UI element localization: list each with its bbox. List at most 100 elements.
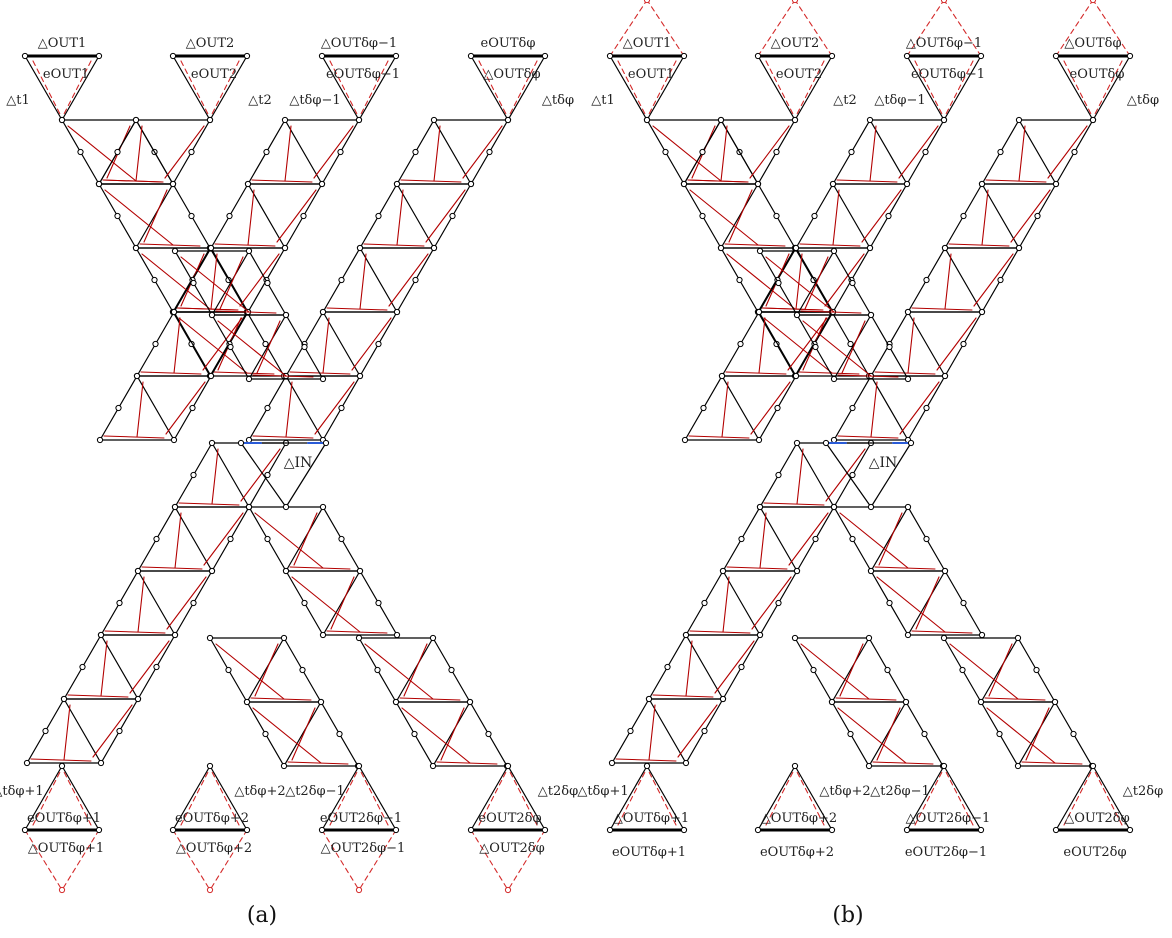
red-path [689,630,751,634]
mesh-edge [825,442,872,508]
vertex [719,695,727,703]
vertex [848,148,855,156]
mesh-edge [209,765,248,831]
dashed-edge [914,60,943,115]
vertex [227,535,234,543]
dashed-edge [358,829,397,891]
dashed-edge [211,60,240,115]
dashed-edge [1094,60,1123,115]
vertex [152,340,159,348]
red-path [359,253,367,310]
vertex [206,116,214,124]
red-path [988,643,1013,697]
vertex [97,631,105,639]
red-path [136,381,144,438]
vertex [775,471,782,479]
dashed-edge [209,829,248,891]
red-path [973,253,1014,307]
gadget-label: △OUTδφ−1 [906,36,982,51]
vertex [282,311,290,319]
red-path [67,125,137,182]
vertex [226,212,233,220]
vertex [755,308,763,316]
mesh-edge [470,765,509,831]
mesh-edge [247,183,286,249]
gadget-label: eOUTδφ+2 [175,811,249,826]
vertex [867,567,875,575]
vertex [243,52,251,60]
vertex [207,372,215,380]
dashed-edge [63,60,92,115]
vertex [264,535,271,543]
caption-b: (b) [832,903,863,928]
red-path [763,502,825,506]
mesh-edge [173,311,212,377]
red-path [219,256,244,310]
red-path [140,371,202,375]
vertex [606,52,614,60]
vertex [263,148,270,156]
vertex [58,886,66,894]
red-path [252,374,314,378]
gadget-label: △t2δφ [538,784,578,799]
gadget-label: △OUTδφ−1 [321,36,397,51]
vertex [996,730,1003,738]
mesh-edge [211,250,250,316]
vertex [170,308,178,316]
mesh-edge [870,506,909,572]
vertex [485,730,492,738]
mesh-edge [832,183,871,249]
dashed-edge [1063,771,1092,826]
dashed-edge [329,771,358,826]
red-path [403,643,428,697]
vertex [849,471,856,479]
vertex [208,567,216,575]
vertex [393,631,401,639]
vertex [812,535,819,543]
red-path [804,256,829,310]
mesh-edge [322,311,361,377]
red-path [211,448,219,505]
vertex [262,730,269,738]
vertex [96,436,104,444]
vertex [960,599,967,607]
vertex [1126,52,1134,60]
vertex [829,180,837,188]
gadget-label: eOUT1 [628,67,674,82]
vertex [977,826,985,834]
vertex [1089,762,1097,770]
red-path [139,243,201,247]
vertex [375,212,382,220]
red-path [984,697,1046,701]
vertex [680,826,688,834]
red-path [213,371,275,375]
gadget-label: eOUTδφ [1070,67,1125,82]
vertex [941,372,949,380]
panel-b: △OUT1 eOUT1 △t1 △OUT2 eOUT2 △t2 △OUTδφ−1 eOUTδφ… [577,0,1163,860]
vertex [830,247,838,255]
vertex [337,148,344,156]
vertex [830,436,838,444]
gadget-label: △t2 [833,93,857,108]
gadget-label: eOUT2δφ [478,811,541,826]
vertex [188,148,195,156]
vertex [169,180,177,188]
red-path [180,256,250,313]
mesh-edge [1092,55,1131,121]
vertex [810,666,817,674]
red-path [724,243,786,247]
red-path [839,643,864,697]
mesh-edge [648,698,687,764]
vertex [904,503,912,511]
vertex [701,599,708,607]
mesh-edge [757,765,796,831]
vertex [960,340,967,348]
mesh-edge [210,247,249,313]
gadget-label: △tδφ−1 [289,93,340,108]
red-path [401,707,471,764]
red-path [100,640,108,697]
vertex [486,148,493,156]
red-path [1021,761,1083,765]
vertex [682,759,690,767]
vertex [997,148,1004,156]
